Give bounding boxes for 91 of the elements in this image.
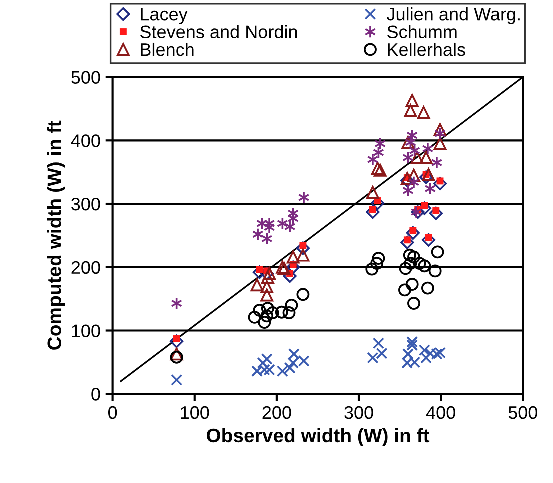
point [398, 284, 412, 297]
point [374, 164, 387, 177]
point [372, 338, 384, 350]
point [406, 340, 418, 352]
point [417, 106, 430, 120]
legend-label: Blench [141, 42, 194, 56]
x-tick-label: 100 [181, 406, 210, 420]
point [367, 352, 379, 364]
point [282, 306, 296, 320]
point [406, 94, 419, 108]
point [403, 248, 416, 262]
x-tick-label: 400 [426, 406, 456, 420]
x-tick-label: 200 [262, 406, 292, 420]
point [266, 306, 280, 320]
point [402, 136, 415, 150]
point [434, 137, 447, 150]
point [284, 362, 296, 374]
point [248, 310, 262, 324]
point [261, 271, 274, 284]
point [418, 344, 430, 356]
x-tick-label: 500 [508, 406, 538, 420]
point [402, 348, 414, 360]
point [413, 257, 426, 270]
point [250, 278, 264, 292]
point [261, 302, 274, 316]
point [421, 282, 434, 295]
point [253, 304, 266, 317]
y-tick-label: 100 [72, 324, 100, 338]
point [275, 306, 288, 319]
point [422, 233, 436, 247]
point [404, 104, 418, 118]
point [296, 248, 310, 262]
point [371, 162, 384, 175]
point [408, 297, 420, 310]
point [170, 348, 184, 361]
point [260, 280, 274, 294]
point [420, 170, 434, 184]
y-tick-label: 400 [71, 134, 100, 148]
point [420, 352, 432, 364]
point [399, 262, 412, 276]
point [429, 206, 443, 220]
y-tick-label: 0 [92, 388, 100, 401]
point [286, 250, 300, 264]
point [410, 151, 424, 164]
point [411, 205, 425, 220]
legend-label: Stevens and Nordin [140, 25, 298, 39]
point [260, 310, 274, 323]
point [434, 123, 447, 136]
point [428, 264, 442, 278]
point [366, 262, 379, 276]
point [260, 288, 274, 302]
point [261, 354, 273, 366]
point [370, 257, 384, 270]
point [418, 202, 432, 216]
point [366, 205, 380, 220]
y-axis-title: Computed width (W) in ft [47, 120, 66, 350]
point [408, 169, 420, 182]
point [170, 334, 184, 348]
x-tick-label: 300 [344, 406, 374, 420]
point [257, 357, 269, 369]
point [258, 316, 272, 329]
point [285, 298, 298, 312]
point [252, 266, 267, 280]
y-tick-label: 200 [72, 261, 100, 274]
point [420, 151, 433, 164]
x-tick-label: 0 [108, 406, 118, 420]
point [263, 267, 276, 280]
point [171, 374, 183, 386]
legend-label: Kellerhals [388, 42, 466, 56]
point [170, 350, 184, 364]
point [418, 260, 432, 273]
point [286, 260, 300, 274]
point [433, 176, 448, 191]
point [422, 168, 436, 182]
y-tick-label: 300 [72, 198, 100, 211]
point [288, 348, 300, 360]
point [296, 242, 310, 256]
point [406, 278, 419, 291]
point [408, 250, 420, 264]
point [400, 236, 414, 250]
x-axis-title: Observed width (W) in ft [206, 428, 430, 446]
legend-label: Julien and Warg. [387, 8, 520, 24]
legend-label: Lacey [141, 8, 188, 24]
point [431, 246, 444, 259]
point [406, 226, 420, 240]
point [376, 348, 388, 360]
point [296, 288, 310, 302]
point [372, 252, 386, 265]
point [406, 336, 418, 348]
point [366, 186, 380, 200]
y-tick-label: 500 [72, 71, 100, 84]
